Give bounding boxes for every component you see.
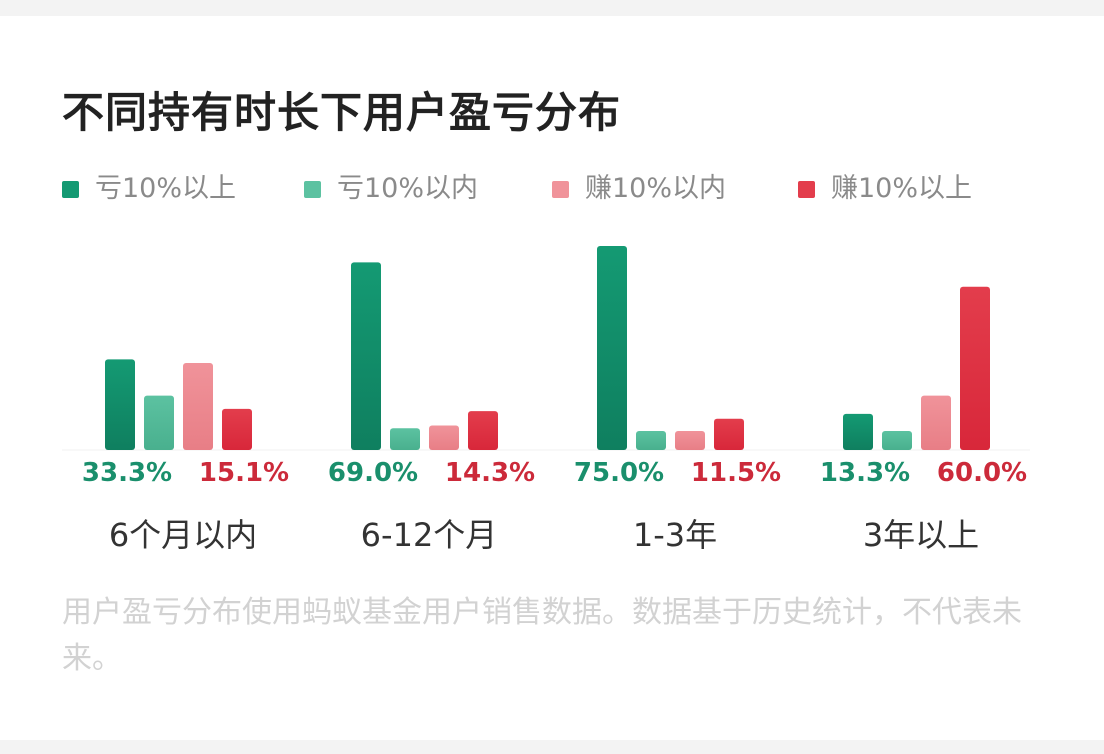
legend-swatch xyxy=(62,180,79,198)
bar xyxy=(843,413,873,450)
bar xyxy=(390,428,420,450)
legend-swatch xyxy=(552,180,569,198)
bar xyxy=(882,430,912,450)
data-label-gain: 60.0% xyxy=(937,458,1027,488)
data-label-loss: 75.0% xyxy=(574,458,664,488)
page-title: 不同持有时长下用户盈亏分布 xyxy=(62,88,622,137)
bar xyxy=(351,262,381,450)
legend-item-loss-over-10: 亏10%以上 xyxy=(62,169,236,209)
legend-swatch xyxy=(304,180,321,198)
category-label: 1-3年 xyxy=(633,516,717,554)
legend-label: 亏10%以内 xyxy=(337,173,479,204)
bar xyxy=(597,246,627,450)
bar xyxy=(183,362,213,450)
legend-item-gain-over-10: 赚10%以上 xyxy=(798,169,972,209)
bar xyxy=(429,425,459,450)
category-label: 3年以上 xyxy=(863,516,979,554)
data-label-loss: 13.3% xyxy=(820,458,910,488)
data-label-gain: 15.1% xyxy=(199,458,289,488)
category-label: 6个月以内 xyxy=(109,516,257,554)
category-label: 6-12个月 xyxy=(361,516,498,554)
legend-item-loss-within-10: 亏10%以内 xyxy=(304,169,478,209)
bar xyxy=(222,408,252,450)
data-label-gain: 14.3% xyxy=(445,458,535,488)
data-label-gain: 11.5% xyxy=(691,458,781,488)
chart-card: 不同持有时长下用户盈亏分布 亏10%以上 亏10%以内 赚10%以内 赚10%以… xyxy=(0,16,1104,740)
bar xyxy=(921,395,951,450)
legend-label: 赚10%以上 xyxy=(831,173,973,204)
bar-chart: 33.3% 15.1% 6个月以内 69.0% 14.3% 6-12个月 75.0% 11.5… xyxy=(62,246,1030,554)
bar xyxy=(960,286,990,450)
bar xyxy=(675,430,705,450)
legend-item-gain-within-10: 赚10%以内 xyxy=(552,169,726,209)
legend-swatch xyxy=(798,180,815,198)
bar xyxy=(636,430,666,450)
data-label-loss: 69.0% xyxy=(328,458,418,488)
footnote: 用户盈亏分布使用蚂蚁基金用户销售数据。数据基于历史统计，不代表未来。 xyxy=(62,595,1022,676)
legend-label: 亏10%以上 xyxy=(95,173,237,204)
bar xyxy=(144,395,174,450)
bar xyxy=(105,359,135,450)
bar xyxy=(468,411,498,450)
data-label-loss: 33.3% xyxy=(82,458,172,488)
bar xyxy=(714,418,744,450)
legend-label: 赚10%以内 xyxy=(585,173,727,204)
